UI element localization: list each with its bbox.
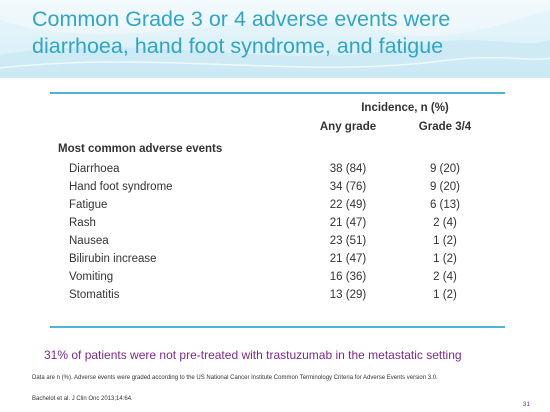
header-grade-3-4: Grade 3/4 — [418, 121, 472, 133]
table-row: Hand foot syndrome 34 (76) 9 (20) — [50, 181, 505, 199]
event-name: Diarrhoea — [69, 163, 120, 175]
table-row: Vomiting 16 (36) 2 (4) — [50, 271, 505, 289]
header-band: Common Grade 3 or 4 adverse events were … — [0, 0, 550, 78]
grade-3-4-value: 6 (13) — [429, 199, 461, 211]
header-incidence: Incidence, n (%) — [361, 102, 449, 114]
slide-title: Common Grade 3 or 4 adverse events were … — [32, 7, 451, 58]
grade-3-4-value: 9 (20) — [429, 181, 461, 193]
header-wave-decoration — [0, 0, 550, 78]
event-name: Rash — [69, 217, 96, 229]
any-grade-value: 23 (51) — [329, 235, 367, 247]
any-grade-value: 21 (47) — [329, 217, 367, 229]
any-grade-value: 13 (29) — [329, 289, 367, 301]
grade-3-4-value: 2 (4) — [433, 217, 457, 229]
table-row: Fatigue 22 (49) 6 (13) — [50, 199, 505, 217]
grade-3-4-value: 1 (2) — [433, 289, 457, 301]
table-row: Rash 21 (47) 2 (4) — [50, 217, 505, 235]
grade-3-4-value: 1 (2) — [433, 235, 457, 247]
event-name: Vomiting — [69, 271, 114, 283]
event-name: Nausea — [69, 235, 109, 247]
any-grade-value: 21 (47) — [329, 253, 367, 265]
footnote: Data are n (%). Adverse events were grad… — [32, 375, 438, 381]
header-any-grade: Any grade — [319, 121, 377, 133]
event-name: Fatigue — [69, 199, 108, 211]
grade-3-4-value: 1 (2) — [433, 253, 457, 265]
any-grade-value: 22 (49) — [329, 199, 367, 211]
event-name: Stomatitis — [69, 289, 120, 301]
reference: Bachelot et al. J Clin Onc 2013;14:64. — [32, 396, 133, 402]
section-label: Most common adverse events — [58, 143, 223, 155]
grade-3-4-value: 2 (4) — [433, 271, 457, 283]
table-top-rule — [50, 92, 505, 94]
table-row: Bilirubin increase 21 (47) 1 (2) — [50, 253, 505, 271]
table-bottom-rule — [50, 326, 505, 328]
grade-3-4-value: 9 (20) — [429, 163, 461, 175]
table-row: Nausea 23 (51) 1 (2) — [50, 235, 505, 253]
page-number: 31 — [522, 401, 530, 408]
table-row: Stomatitis 13 (29) 1 (2) — [50, 289, 505, 307]
event-name: Bilirubin increase — [69, 253, 157, 265]
event-name: Hand foot syndrome — [69, 181, 173, 193]
any-grade-value: 34 (76) — [329, 181, 367, 193]
trastuzumab-note: 31% of patients were not pre-treated wit… — [44, 348, 462, 362]
any-grade-value: 16 (36) — [329, 271, 367, 283]
any-grade-value: 38 (84) — [329, 163, 367, 175]
table-row: Diarrhoea 38 (84) 9 (20) — [50, 163, 505, 181]
